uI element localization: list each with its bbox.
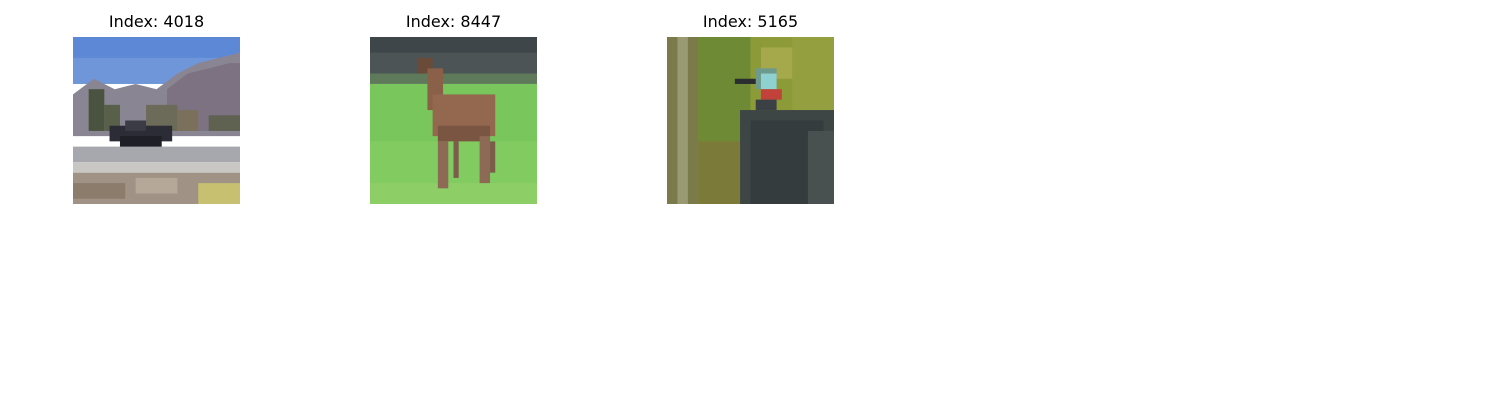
deer-thumbnail [370,37,537,204]
airplane-thumbnail [73,37,240,204]
panel-title: Index: 8447 [405,12,502,31]
panel-title: Index: 5165 [702,12,799,31]
panel-title: Index: 4018 [108,12,205,31]
bird-thumbnail [667,37,834,204]
